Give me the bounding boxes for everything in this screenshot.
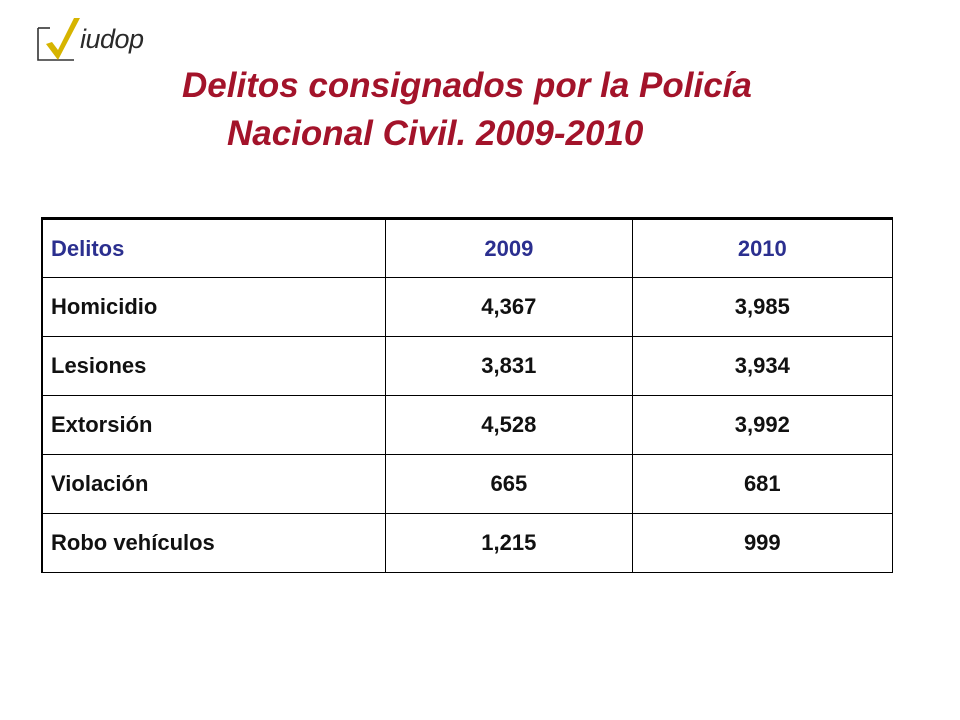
- title-line-2: Nacional Civil. 2009-2010: [227, 114, 644, 153]
- row-value-2010: 681: [632, 454, 894, 514]
- row-value-2010: 3,992: [632, 395, 894, 455]
- table-row: Lesiones 3,831 3,934: [42, 336, 894, 396]
- table-header-row: Delitos 2009 2010: [42, 218, 894, 278]
- row-crime-name: Lesiones: [42, 336, 387, 396]
- row-value-2009: 665: [385, 454, 633, 514]
- row-value-2010: 3,985: [632, 277, 894, 337]
- row-value-2009: 4,528: [385, 395, 633, 455]
- logo-text: iudop: [80, 24, 144, 54]
- crimes-table: Delitos 2009 2010 Homicidio 4,367 3,985 …: [41, 217, 894, 573]
- row-value-2010: 3,934: [632, 336, 894, 396]
- logo-check-icon: [37, 18, 80, 61]
- iudop-logo: iudop: [34, 14, 150, 70]
- row-value-2010: 999: [632, 513, 894, 573]
- row-value-2009: 4,367: [385, 277, 633, 337]
- header-2010: 2010: [632, 218, 894, 278]
- row-value-2009: 3,831: [385, 336, 633, 396]
- table-row: Homicidio 4,367 3,985: [42, 277, 894, 337]
- table-row: Violación 665 681: [42, 454, 894, 514]
- header-2009: 2009: [385, 218, 633, 278]
- table-row: Robo vehículos 1,215 999: [42, 513, 894, 573]
- table-row: Extorsión 4,528 3,992: [42, 395, 894, 455]
- title-line-1: Delitos consignados por la Policía: [182, 66, 752, 105]
- row-crime-name: Extorsión: [42, 395, 387, 455]
- header-delitos: Delitos: [42, 218, 387, 278]
- row-value-2009: 1,215: [385, 513, 633, 573]
- row-crime-name: Homicidio: [42, 277, 387, 337]
- row-crime-name: Violación: [42, 454, 387, 514]
- row-crime-name: Robo vehículos: [42, 513, 387, 573]
